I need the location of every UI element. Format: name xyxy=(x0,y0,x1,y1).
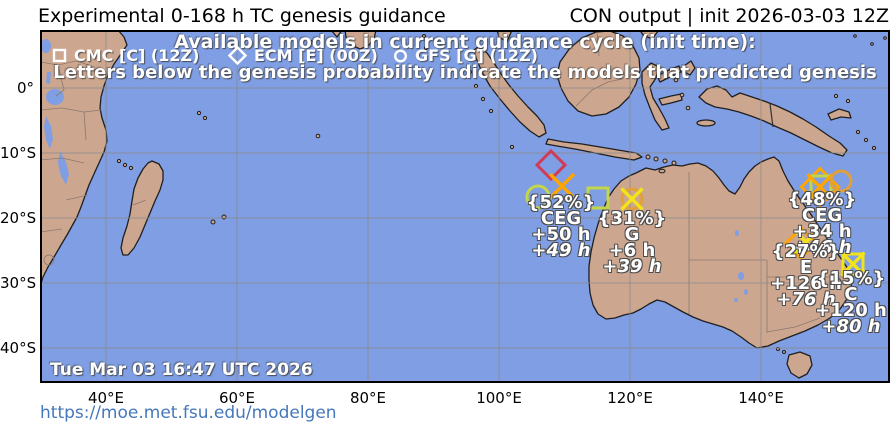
probability-label: {52%} xyxy=(526,192,596,213)
probability-label: {15%} xyxy=(816,268,886,289)
lon-tick-label: 80°E xyxy=(349,389,387,407)
square-genesis-marker xyxy=(841,252,865,276)
probability-label: {48%} xyxy=(787,189,857,210)
circle-genesis-marker xyxy=(525,184,551,210)
genesis-area-label: {48%} CEG +34 h +46 h xyxy=(787,189,857,258)
lon-tick-label: 60°E xyxy=(218,389,256,407)
model-letters: CEG xyxy=(801,205,843,226)
circle-genesis-marker xyxy=(829,169,853,193)
page-title: Experimental 0-168 h TC genesis guidance xyxy=(38,5,446,27)
country-borders xyxy=(40,31,847,333)
lat-tick-label: 30°S xyxy=(0,274,37,292)
x-genesis-marker xyxy=(806,173,834,201)
lat-tick-label: 20°S xyxy=(0,209,37,227)
sumatra xyxy=(473,46,547,138)
lead-hour: +126 h xyxy=(770,273,842,294)
lat-tick-label: 40°S xyxy=(0,339,37,357)
footer-url-link[interactable]: https://moe.met.fsu.edu/modelgen xyxy=(40,403,337,423)
legend-item-ecm: ECM [E] (00Z) xyxy=(228,46,378,65)
square-outline-icon xyxy=(52,48,67,63)
circle-outline-icon xyxy=(393,49,408,63)
lead-hour: +6 h xyxy=(608,240,656,261)
lon-tick-label: 120°E xyxy=(607,389,653,407)
lon-tick-label: 100°E xyxy=(476,389,522,407)
map-timestamp: Tue Mar 03 16:47 UTC 2026 xyxy=(50,360,313,380)
lead-hour: +34 h xyxy=(792,221,852,242)
init-time-title: CON output | init 2026-03-03 12Z xyxy=(569,5,889,27)
diamond-outline-icon xyxy=(228,46,247,65)
legend-label-gfs: GFS [G] (12Z) xyxy=(415,46,538,65)
consensus-hour: +80 h xyxy=(821,316,881,337)
map-canvas xyxy=(40,30,890,383)
mindanao xyxy=(639,30,660,40)
genesis-marker-layer xyxy=(525,148,866,277)
consensus-hour: +76 h xyxy=(776,289,836,310)
model-letters: E xyxy=(799,257,813,278)
map-frame xyxy=(40,30,890,383)
probability-label: {31%} xyxy=(597,208,667,229)
malay-peninsula xyxy=(496,30,513,43)
models-heading: Available models in current guidance cyc… xyxy=(174,31,756,53)
genesis-area-label: {27%} E +126 h +76 h xyxy=(770,241,842,310)
lon-tick-label: 40°E xyxy=(87,389,125,407)
consensus-hour: +49 h xyxy=(531,240,591,261)
png-border xyxy=(769,103,774,128)
seram xyxy=(696,119,716,127)
sulawesi-arm-north xyxy=(656,65,682,83)
genesis-area-label: {31%} G +6 h +39 h xyxy=(597,208,667,277)
probability-label: {27%} xyxy=(771,241,841,262)
circle-genesis-marker xyxy=(620,187,644,211)
small-islands xyxy=(116,34,887,354)
tasmania xyxy=(786,351,813,379)
australia xyxy=(588,156,853,349)
madagascar xyxy=(120,160,164,256)
consensus-hour: +46 h xyxy=(792,237,852,258)
legend-item-cmc: CMC [C] (12Z) xyxy=(52,46,199,65)
basemap-svg xyxy=(40,30,890,383)
lead-hour: +120 h xyxy=(815,300,887,321)
consensus-hour: +39 h xyxy=(602,256,662,277)
model-letters: CEG xyxy=(540,208,582,229)
x-genesis-marker xyxy=(840,251,866,277)
models-note: Letters below the genesis probability in… xyxy=(53,62,877,83)
sulawesi-arm-east xyxy=(658,93,683,106)
halmahera xyxy=(683,60,696,76)
sulawesi xyxy=(641,62,670,131)
x-genesis-marker xyxy=(620,187,644,211)
genesis-area-label: {15%} C +120 h +80 h xyxy=(815,268,887,337)
square-genesis-marker xyxy=(586,186,610,210)
genesis-area-label: {52%} CEG +50 h +49 h xyxy=(526,192,596,261)
x-genesis-marker xyxy=(793,229,819,255)
new-britain xyxy=(827,108,852,121)
diamond-genesis-marker xyxy=(534,148,568,182)
model-letters: C xyxy=(844,284,858,305)
java xyxy=(545,138,643,161)
lead-hour: +50 h xyxy=(531,224,591,245)
new-guinea xyxy=(698,85,848,157)
legend-label-ecm: ECM [E] (00Z) xyxy=(254,46,378,65)
legend-item-gfs: GFS [G] (12Z) xyxy=(393,46,538,65)
lat-tick-label: 10°S xyxy=(0,144,37,162)
lat-tick-label: 0° xyxy=(16,79,34,97)
lon-tick-label: 140°E xyxy=(738,389,784,407)
landmasses xyxy=(40,30,853,379)
graticule xyxy=(40,30,890,383)
x-genesis-marker xyxy=(548,172,576,200)
model-letters: G xyxy=(624,224,640,245)
legend-label-cmc: CMC [C] (12Z) xyxy=(74,46,200,65)
